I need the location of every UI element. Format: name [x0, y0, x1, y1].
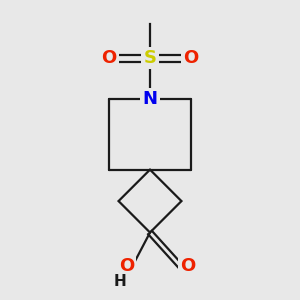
Text: O: O	[101, 49, 117, 67]
Text: S: S	[143, 49, 157, 67]
Text: O: O	[119, 256, 134, 274]
Text: O: O	[183, 49, 199, 67]
Text: O: O	[180, 256, 195, 274]
Text: N: N	[142, 90, 158, 108]
Text: H: H	[114, 274, 127, 289]
